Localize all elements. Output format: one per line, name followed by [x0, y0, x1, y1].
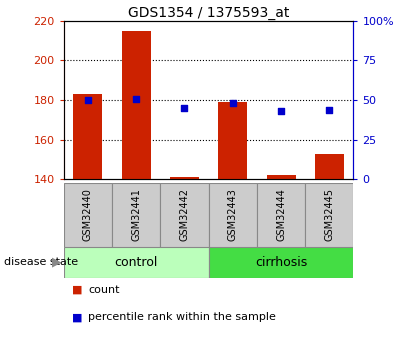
Text: ▶: ▶: [52, 256, 62, 269]
Bar: [64, 183, 112, 247]
Point: [326, 107, 332, 112]
Text: GSM32443: GSM32443: [228, 188, 238, 241]
Bar: [257, 183, 305, 247]
Bar: [209, 247, 353, 278]
Point: [229, 100, 236, 106]
Bar: [170, 177, 199, 179]
Text: disease state: disease state: [4, 257, 78, 267]
Title: GDS1354 / 1375593_at: GDS1354 / 1375593_at: [128, 6, 289, 20]
Text: GSM32441: GSM32441: [131, 188, 141, 241]
Bar: [209, 183, 257, 247]
Text: control: control: [114, 256, 158, 269]
Text: percentile rank within the sample: percentile rank within the sample: [88, 313, 276, 322]
Bar: [267, 175, 296, 179]
Point: [85, 97, 91, 103]
Bar: [218, 102, 247, 179]
Bar: [112, 183, 160, 247]
Bar: [315, 154, 344, 179]
Text: GSM32445: GSM32445: [324, 188, 334, 241]
Text: ■: ■: [72, 285, 83, 295]
Point: [181, 105, 188, 111]
Text: ■: ■: [72, 313, 83, 322]
Text: cirrhosis: cirrhosis: [255, 256, 307, 269]
Text: count: count: [88, 285, 120, 295]
Point: [133, 97, 139, 102]
Text: GSM32444: GSM32444: [276, 188, 286, 241]
Bar: [160, 183, 209, 247]
Text: GSM32442: GSM32442: [180, 188, 189, 241]
Bar: [122, 31, 151, 179]
Bar: [305, 183, 353, 247]
Text: GSM32440: GSM32440: [83, 188, 93, 241]
Bar: [74, 94, 102, 179]
Bar: [64, 247, 208, 278]
Point: [278, 108, 284, 114]
